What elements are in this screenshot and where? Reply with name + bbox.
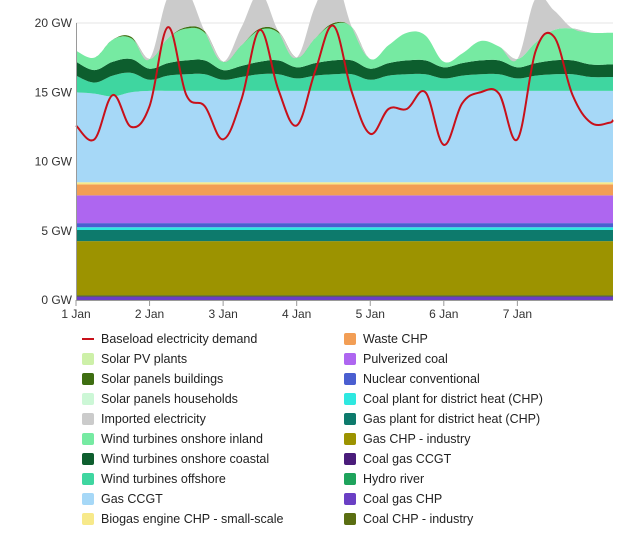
legend-label: Biogas engine CHP - small-scale	[101, 512, 284, 526]
area-coal-plant-for-district-heat-chp	[76, 227, 613, 231]
legend-label: Nuclear conventional	[363, 372, 480, 386]
legend-item-coal-gas-ccgt[interactable]: Coal gas CCGT	[344, 450, 451, 468]
legend-label: Gas CHP - industry	[363, 432, 471, 446]
x-tick-label: 5 Jan	[356, 307, 385, 321]
legend-label: Coal gas CHP	[363, 492, 443, 506]
y-axis: 0 GW 5 GW 10 GW 15 GW 20 GW	[35, 16, 77, 307]
legend-item-hydro-river[interactable]: Hydro river	[344, 470, 424, 488]
legend-item-solar-panels-households[interactable]: Solar panels households	[82, 390, 238, 408]
area-pulverized-coal	[76, 195, 613, 224]
legend-label: Gas plant for district heat (CHP)	[363, 412, 541, 426]
area-nuclear-conventional	[76, 223, 613, 228]
legend-item-nuclear-conventional[interactable]: Nuclear conventional	[344, 370, 480, 388]
x-tick-label: 1 Jan	[61, 307, 90, 321]
legend-swatch	[82, 373, 94, 385]
legend-swatch	[82, 493, 94, 505]
legend-swatch	[344, 353, 356, 365]
x-tick-label: 2 Jan	[135, 307, 164, 321]
legend-swatch	[344, 473, 356, 485]
legend-item-solar-pv-plants[interactable]: Solar PV plants	[82, 350, 187, 368]
area-coal-chp-industry	[76, 295, 613, 297]
legend-swatch	[344, 373, 356, 385]
legend-swatch	[344, 433, 356, 445]
legend-label: Waste CHP	[363, 332, 428, 346]
legend-swatch	[344, 453, 356, 465]
x-axis: 1 Jan 2 Jan 3 Jan 4 Jan 5 Jan 6 Jan 7 Jan	[61, 300, 613, 321]
x-tick-label: 7 Jan	[503, 307, 532, 321]
legend-label: Coal plant for district heat (CHP)	[363, 392, 543, 406]
legend-swatch	[82, 473, 94, 485]
legend-label: Hydro river	[363, 472, 425, 486]
legend-label: Wind turbines offshore	[101, 472, 226, 486]
area-coal-gas-chp	[76, 296, 613, 300]
legend-swatch	[82, 513, 94, 525]
legend-swatch	[82, 413, 94, 425]
legend-swatch	[82, 338, 94, 340]
legend-item-gas-plant-for-district-heat-chp[interactable]: Gas plant for district heat (CHP)	[344, 410, 540, 428]
legend-item-wind-turbines-onshore-inland[interactable]: Wind turbines onshore inland	[82, 430, 263, 448]
legend-label: Imported electricity	[101, 412, 206, 426]
legend-label: Solar panels households	[101, 392, 238, 406]
legend-swatch	[82, 353, 94, 365]
legend-item-waste-chp[interactable]: Waste CHP	[344, 330, 428, 348]
legend-item-imported-electricity[interactable]: Imported electricity	[82, 410, 206, 428]
legend-swatch	[344, 333, 356, 345]
legend-item-biogas-engine-chp-small-scale[interactable]: Biogas engine CHP - small-scale	[82, 510, 284, 528]
legend-item-wind-turbines-offshore[interactable]: Wind turbines offshore	[82, 470, 226, 488]
legend-swatch	[344, 413, 356, 425]
area-biogas-engine-chp-small-scale	[76, 182, 613, 185]
area-wind-turbines-onshore-inland	[76, 22, 613, 71]
area-wind-turbines-onshore-coastal	[76, 58, 613, 83]
x-tick-label: 6 Jan	[429, 307, 458, 321]
legend-item-gas-ccgt[interactable]: Gas CCGT	[82, 490, 163, 508]
legend-swatch	[344, 393, 356, 405]
x-tick-label: 3 Jan	[208, 307, 237, 321]
area-imported-electricity	[76, 0, 613, 63]
area-gas-chp-industry	[76, 241, 613, 296]
legend-item-baseload-electricity-demand[interactable]: Baseload electricity demand	[82, 330, 257, 348]
legend-swatch	[82, 393, 94, 405]
x-tick-label: 4 Jan	[282, 307, 311, 321]
y-tick-label: 0 GW	[41, 293, 72, 307]
line-series-group	[75, 24, 614, 146]
legend-swatch	[82, 453, 94, 465]
legend-item-pulverized-coal[interactable]: Pulverized coal	[344, 350, 448, 368]
legend-label: Baseload electricity demand	[101, 332, 258, 346]
legend-label: Pulverized coal	[363, 352, 448, 366]
y-tick-label: 10 GW	[35, 155, 73, 169]
area-wind-turbines-offshore	[76, 72, 613, 97]
legend-item-wind-turbines-onshore-coastal[interactable]: Wind turbines onshore coastal	[82, 450, 269, 468]
legend-swatch	[82, 433, 94, 445]
area-series-group	[76, 0, 613, 300]
legend-item-coal-chp-industry[interactable]: Coal CHP - industry	[344, 510, 473, 528]
legend-item-gas-chp-industry[interactable]: Gas CHP - industry	[344, 430, 470, 448]
legend-label: Solar PV plants	[101, 352, 188, 366]
y-tick-label: 15 GW	[35, 85, 73, 99]
area-gas-ccgt	[76, 90, 613, 183]
area-waste-chp	[76, 184, 613, 196]
legend-label: Gas CCGT	[101, 492, 163, 506]
legend-label: Wind turbines onshore coastal	[101, 452, 270, 466]
legend-swatch	[344, 513, 356, 525]
legend-label: Coal gas CCGT	[363, 452, 452, 466]
legend-swatch	[344, 493, 356, 505]
legend-label: Coal CHP - industry	[363, 512, 474, 526]
area-gas-plant-for-district-heat-chp	[76, 230, 613, 242]
line-baseload-electricity-demand	[75, 24, 614, 146]
legend-label: Wind turbines onshore inland	[101, 432, 263, 446]
legend-item-solar-panels-buildings[interactable]: Solar panels buildings	[82, 370, 223, 388]
y-tick-label: 5 GW	[41, 224, 72, 238]
legend-item-coal-plant-for-district-heat-chp[interactable]: Coal plant for district heat (CHP)	[344, 390, 543, 408]
y-tick-label: 20 GW	[35, 16, 73, 30]
legend-item-coal-gas-chp[interactable]: Coal gas CHP	[344, 490, 442, 508]
legend-label: Solar panels buildings	[101, 372, 224, 386]
